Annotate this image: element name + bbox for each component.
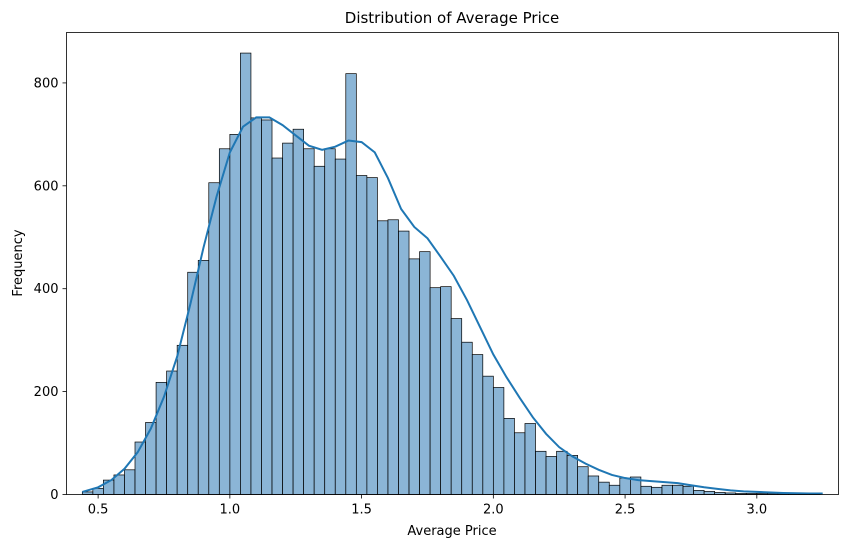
histogram-bars [81, 52, 821, 495]
histogram-bar [514, 432, 526, 495]
histogram-bar [482, 375, 494, 495]
histogram-bar [566, 455, 579, 495]
histogram-bar [124, 469, 136, 495]
histogram-bar [398, 230, 410, 495]
histogram-bar [524, 423, 536, 495]
histogram-bar [208, 182, 220, 495]
histogram-bar [661, 484, 673, 495]
histogram-bar [324, 148, 336, 495]
histogram-bar [197, 260, 210, 495]
y-tick-label: 400 [34, 282, 59, 297]
histogram-bar [176, 344, 189, 495]
histogram-bar [240, 52, 252, 495]
histogram-bar [450, 318, 463, 495]
histogram-bar [535, 450, 547, 495]
histogram-bar [556, 450, 568, 495]
histogram-bar [113, 474, 125, 495]
histogram-bar [682, 485, 694, 495]
histogram-bar [461, 341, 473, 495]
histogram-bar [313, 165, 326, 495]
histogram-bar [408, 258, 420, 495]
histogram-bar [492, 387, 505, 495]
y-tick-label: 800 [34, 76, 59, 91]
plot-frame [66, 32, 839, 495]
histogram-bar [292, 128, 304, 495]
x-tick-label: 1.0 [220, 503, 241, 518]
x-tick-label: 3.0 [746, 503, 767, 518]
histogram-bar [334, 158, 347, 495]
histogram-bar [134, 441, 146, 495]
histogram-bar [366, 177, 378, 495]
histogram-bar [693, 490, 705, 495]
histogram-bar [250, 117, 262, 495]
histogram-bar [166, 370, 178, 495]
histogram-bar [545, 456, 557, 495]
histogram-bar [471, 354, 484, 495]
histogram-bar [429, 287, 441, 495]
histogram-bar [587, 475, 600, 495]
histogram-bar [218, 148, 231, 495]
y-tick-label: 200 [34, 385, 59, 400]
histogram-bar [377, 220, 389, 495]
x-axis-label: Average Price [407, 524, 496, 539]
histogram-bar [387, 219, 399, 495]
y-axis-label: Frequency [11, 229, 26, 296]
histogram-bar [640, 485, 652, 495]
histogram-bar [619, 477, 631, 495]
x-tick-label: 2.0 [483, 503, 504, 518]
y-axis-ticks: 0 200 400 600 800 [34, 76, 67, 503]
histogram-bar [261, 119, 273, 495]
histogram-bar [608, 484, 621, 495]
histogram-bar [651, 486, 663, 495]
histogram-bar [355, 175, 368, 495]
x-axis-ticks: 0.5 1.0 1.5 2.0 2.5 3.0 [88, 494, 767, 518]
y-tick-label: 600 [34, 179, 59, 194]
histogram-bar [303, 148, 315, 495]
histogram-bar [440, 286, 452, 495]
histogram-bar [703, 491, 716, 495]
kde-curve [82, 116, 823, 495]
chart-title: Distribution of Average Price [345, 9, 559, 27]
histogram-bar [345, 73, 357, 495]
histogram-bar [419, 251, 431, 495]
histogram-bar [229, 134, 241, 495]
histogram-bar [282, 142, 294, 495]
x-tick-label: 0.5 [88, 503, 109, 518]
y-tick-label: 0 [50, 488, 58, 503]
histogram-bar [577, 466, 589, 495]
x-tick-label: 1.5 [351, 503, 372, 518]
histogram-bar [598, 481, 610, 495]
histogram-bar [271, 157, 283, 495]
x-tick-label: 2.5 [615, 503, 636, 518]
histogram-bar [503, 418, 515, 495]
histogram-bar [155, 381, 167, 495]
histogram-bar [672, 484, 684, 495]
